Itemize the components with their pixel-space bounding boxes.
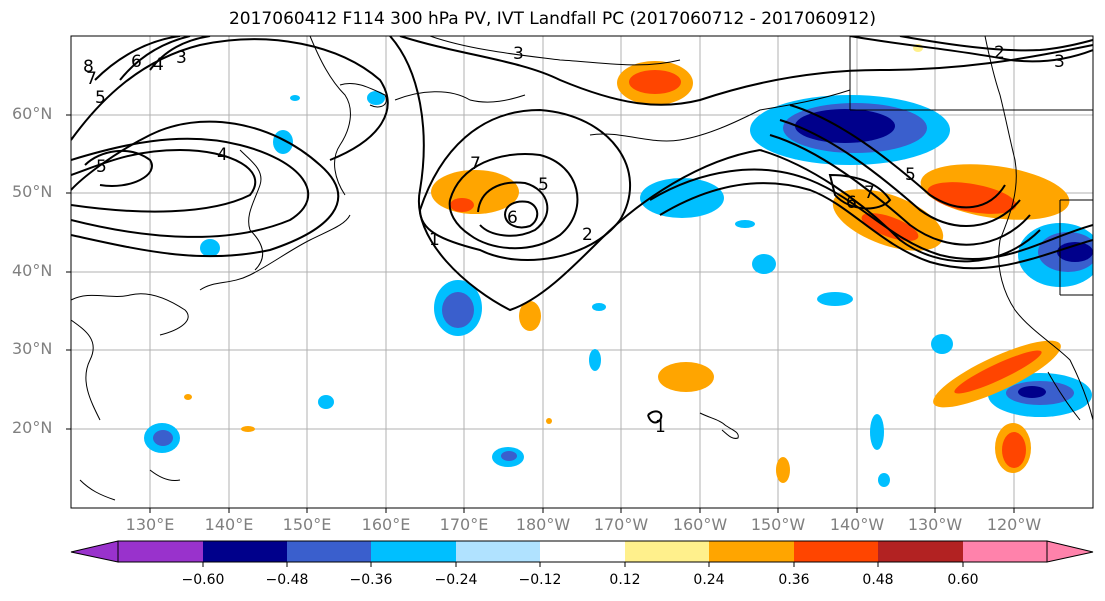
svg-text:6: 6 [131, 52, 142, 72]
svg-text:2: 2 [582, 225, 593, 245]
lat-label-40n: 40°N [12, 261, 53, 280]
pv-contours [71, 36, 1093, 424]
svg-text:2: 2 [994, 43, 1005, 63]
lon-label-160e: 160°E [361, 515, 411, 534]
svg-text:5: 5 [95, 88, 106, 108]
colorbar-tick-label: 0.12 [609, 572, 641, 588]
lon-label-140w: 140°W [829, 515, 885, 534]
colorbar-tick-label: −0.24 [434, 572, 478, 588]
colorbar-tick-label: −0.12 [518, 572, 562, 588]
svg-text:3: 3 [513, 44, 524, 64]
svg-text:7: 7 [470, 154, 481, 174]
lon-label-130e: 130°E [125, 515, 175, 534]
colorbar-tick-label: −0.36 [349, 572, 393, 588]
colorbar-tick-label: 0.48 [862, 572, 894, 588]
lon-label-170w: 170°W [593, 515, 649, 534]
svg-text:8: 8 [83, 57, 94, 77]
svg-text:5: 5 [905, 165, 916, 185]
svg-text:3: 3 [176, 48, 187, 68]
lon-label-150w: 150°W [750, 515, 806, 534]
svg-text:6: 6 [507, 208, 518, 228]
lat-label-20n: 20°N [12, 418, 53, 437]
svg-text:5: 5 [538, 175, 549, 195]
svg-text:1: 1 [429, 230, 440, 250]
lon-label-150e: 150°E [282, 515, 332, 534]
lon-label-120w: 120°W [986, 515, 1042, 534]
svg-text:5: 5 [96, 157, 107, 177]
lon-label-160w: 160°W [672, 515, 728, 534]
svg-text:1: 1 [655, 417, 666, 437]
svg-text:3: 3 [1054, 52, 1065, 72]
svg-text:7: 7 [86, 69, 97, 89]
svg-text:7: 7 [864, 183, 875, 203]
lon-label-180w: 180°W [515, 515, 571, 534]
lon-label-130w: 130°W [907, 515, 963, 534]
lon-label-170e: 170°E [439, 515, 489, 534]
coastlines [71, 36, 1093, 501]
lat-label-50n: 50°N [12, 182, 53, 201]
axis-ticks [66, 114, 1015, 513]
lat-label-30n: 30°N [12, 339, 53, 358]
svg-text:4: 4 [153, 55, 164, 75]
colorbar-tick-label: −0.48 [265, 572, 309, 588]
svg-text:6: 6 [846, 193, 857, 213]
colorbar-tick-label: −0.60 [181, 572, 225, 588]
colorbar-tick-label: 0.36 [778, 572, 810, 588]
map-title: 2017060412 F114 300 hPa PV, IVT Landfall… [228, 9, 876, 29]
colorbar [70, 540, 1094, 567]
contour-labels: 8 7 6 4 3 5 5 4 3 1 2 5 6 7 7 6 5 2 3 1 [83, 43, 1065, 437]
svg-text:4: 4 [217, 145, 228, 165]
lat-label-60n: 60°N [12, 104, 53, 123]
colorbar-tick-label: 0.24 [693, 572, 725, 588]
lon-label-140e: 140°E [204, 515, 254, 534]
colorbar-tick-label: 0.60 [947, 572, 979, 588]
